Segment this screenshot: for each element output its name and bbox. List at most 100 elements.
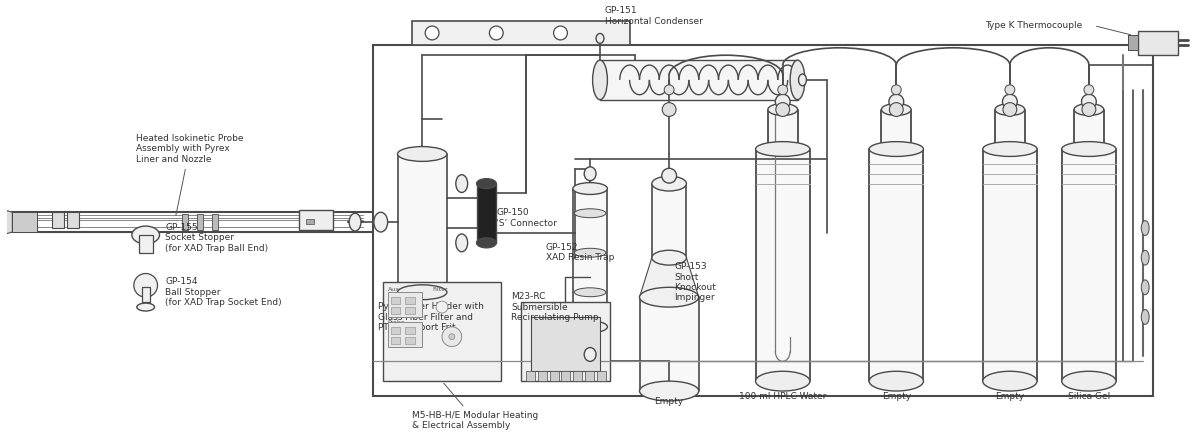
Ellipse shape [889, 103, 904, 116]
Bar [869, 149, 924, 381]
Ellipse shape [1141, 280, 1150, 295]
Text: GP-151
Horizontal Condenser: GP-151 Horizontal Condenser [605, 6, 703, 26]
Ellipse shape [1084, 85, 1094, 95]
Ellipse shape [137, 303, 155, 311]
Ellipse shape [778, 85, 787, 95]
Ellipse shape [790, 60, 805, 100]
Bar [526, 371, 535, 381]
Ellipse shape [775, 94, 790, 109]
Bar [574, 371, 582, 381]
Bar [52, 212, 64, 228]
Text: GP-155
Socket Stopper
(for XAD Trap Ball End): GP-155 Socket Stopper (for XAD Trap Ball… [166, 223, 269, 253]
Ellipse shape [983, 142, 1037, 156]
Bar [373, 45, 1153, 396]
Bar [983, 149, 1037, 381]
Bar [413, 21, 630, 45]
Bar [406, 327, 415, 334]
Ellipse shape [652, 176, 686, 191]
Ellipse shape [768, 104, 798, 115]
Polygon shape [640, 258, 698, 297]
Bar [67, 212, 78, 228]
Bar [383, 282, 502, 381]
Bar [1074, 110, 1104, 149]
Bar [388, 292, 422, 317]
Ellipse shape [798, 74, 806, 86]
Bar [768, 110, 798, 149]
Bar [600, 60, 798, 100]
Text: Empty: Empty [995, 392, 1025, 401]
Bar [640, 297, 698, 391]
Ellipse shape [575, 209, 606, 218]
Bar [391, 297, 401, 304]
Ellipse shape [476, 179, 497, 188]
Ellipse shape [575, 288, 606, 297]
Ellipse shape [132, 226, 160, 244]
Text: 100 ml HPLC Water: 100 ml HPLC Water [739, 392, 827, 401]
Ellipse shape [756, 142, 810, 156]
Ellipse shape [1003, 103, 1016, 116]
Ellipse shape [640, 381, 698, 401]
Ellipse shape [1082, 103, 1096, 116]
Bar [530, 317, 600, 371]
Bar [562, 371, 570, 381]
Ellipse shape [1141, 250, 1150, 265]
Ellipse shape [397, 285, 446, 300]
Ellipse shape [572, 183, 607, 194]
Bar [550, 371, 558, 381]
Ellipse shape [664, 85, 674, 95]
Text: Empty: Empty [882, 392, 911, 401]
Ellipse shape [1081, 94, 1097, 109]
Ellipse shape [661, 168, 677, 183]
Ellipse shape [869, 142, 924, 156]
Ellipse shape [756, 371, 810, 391]
Text: Heated Isokinetic Probe
Assembly with Pyrex
Liner and Nozzle: Heated Isokinetic Probe Assembly with Py… [136, 134, 244, 215]
Bar [212, 214, 217, 230]
Text: Filter: Filter [432, 287, 448, 292]
Ellipse shape [596, 34, 604, 43]
Ellipse shape [593, 60, 607, 100]
Bar [995, 110, 1025, 149]
Circle shape [134, 274, 157, 297]
Ellipse shape [889, 94, 904, 109]
Text: GP-150
‘S’ Connector: GP-150 ‘S’ Connector [497, 208, 557, 228]
Bar [598, 371, 606, 381]
Text: M5-HB-H/E Modular Heating
& Electrical Assembly: M5-HB-H/E Modular Heating & Electrical A… [413, 383, 539, 430]
Ellipse shape [397, 146, 446, 161]
Bar [652, 184, 686, 258]
Bar [1062, 149, 1116, 381]
Circle shape [490, 26, 503, 40]
Ellipse shape [995, 104, 1025, 115]
Ellipse shape [456, 234, 468, 252]
Text: Probe: Probe [388, 320, 406, 325]
Bar [391, 327, 401, 334]
Ellipse shape [1141, 221, 1150, 236]
Ellipse shape [572, 321, 607, 333]
Ellipse shape [476, 238, 497, 248]
Ellipse shape [983, 371, 1037, 391]
Text: M23-RC
Submersible
Recirculating Pump: M23-RC Submersible Recirculating Pump [511, 292, 599, 322]
Bar [538, 371, 547, 381]
Ellipse shape [1004, 85, 1015, 95]
Text: Aux: Aux [388, 287, 400, 292]
Ellipse shape [575, 248, 606, 257]
Bar [406, 297, 415, 304]
Bar [476, 184, 497, 243]
Text: Pyrex Filter Holder with
Glass Fiber Filter and
PTFE Support Frit: Pyrex Filter Holder with Glass Fiber Fil… [378, 302, 484, 332]
Ellipse shape [1141, 309, 1150, 324]
Ellipse shape [640, 287, 698, 307]
Text: Empty: Empty [654, 397, 684, 406]
Circle shape [436, 301, 448, 313]
Text: GP-153
Short
Knockout
Impinger: GP-153 Short Knockout Impinger [674, 262, 716, 302]
Text: GP-154
Ball Stopper
(for XAD Trap Socket End): GP-154 Ball Stopper (for XAD Trap Socket… [166, 277, 282, 307]
Circle shape [553, 26, 568, 40]
Bar [391, 307, 401, 314]
Bar [572, 188, 607, 327]
Ellipse shape [662, 103, 676, 116]
Circle shape [449, 334, 455, 340]
Bar [391, 336, 401, 343]
Bar [756, 149, 810, 381]
Bar [882, 110, 911, 149]
Ellipse shape [374, 212, 388, 232]
Ellipse shape [882, 104, 911, 115]
Bar [388, 322, 422, 347]
